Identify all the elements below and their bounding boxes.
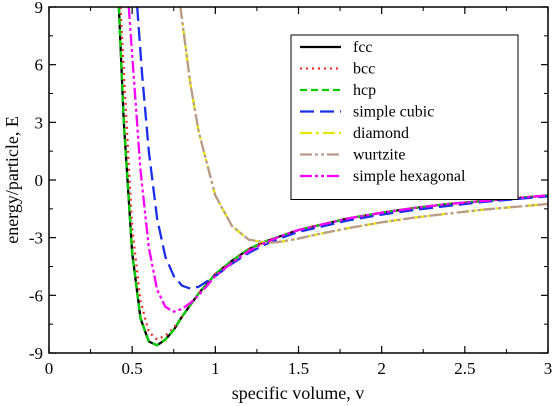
legend-label: simple hexagonal	[353, 168, 466, 185]
legend-label: diamond	[353, 125, 409, 142]
y-tick-label: -3	[29, 229, 43, 248]
series-line-simple-hexagonal	[127, 7, 548, 313]
y-tick-label: -6	[29, 286, 43, 305]
tick-layer: 0 0.5 1 1.5 2 2.5 3 -9 -6 -3 0 3 6 9	[29, 0, 552, 378]
legend-label: simple cubic	[353, 104, 434, 121]
x-tick-label: 2.5	[454, 359, 475, 378]
x-axis-title: specific volume, v	[232, 383, 364, 403]
series-line-simple-cubic	[136, 7, 548, 290]
y-tick-label: 3	[35, 113, 44, 132]
x-tick-label: 0	[45, 359, 54, 378]
y-tick-label: 9	[35, 0, 44, 17]
legend-label: fcc	[353, 39, 373, 56]
y-tick-label: 0	[35, 171, 44, 190]
x-tick-label: 1.5	[288, 359, 309, 378]
x-tick-label: 0.5	[122, 359, 143, 378]
y-axis-title: energy/particle, E	[2, 116, 22, 244]
series-line-hcp	[117, 7, 548, 347]
x-tick-label: 1	[211, 359, 220, 378]
x-tick-label: 2	[377, 359, 386, 378]
legend: fcc bcc hcp simple cubic diamond wurtzite simp…	[290, 34, 519, 200]
legend-label: bcc	[353, 61, 375, 78]
legend-box	[290, 34, 519, 200]
y-tick-label: 6	[35, 56, 44, 75]
y-tick-label: -9	[29, 344, 43, 363]
legend-label: wurtzite	[353, 147, 405, 164]
legend-label: hcp	[353, 82, 376, 99]
x-tick-label: 3	[544, 359, 553, 378]
series-layer	[117, 7, 548, 347]
